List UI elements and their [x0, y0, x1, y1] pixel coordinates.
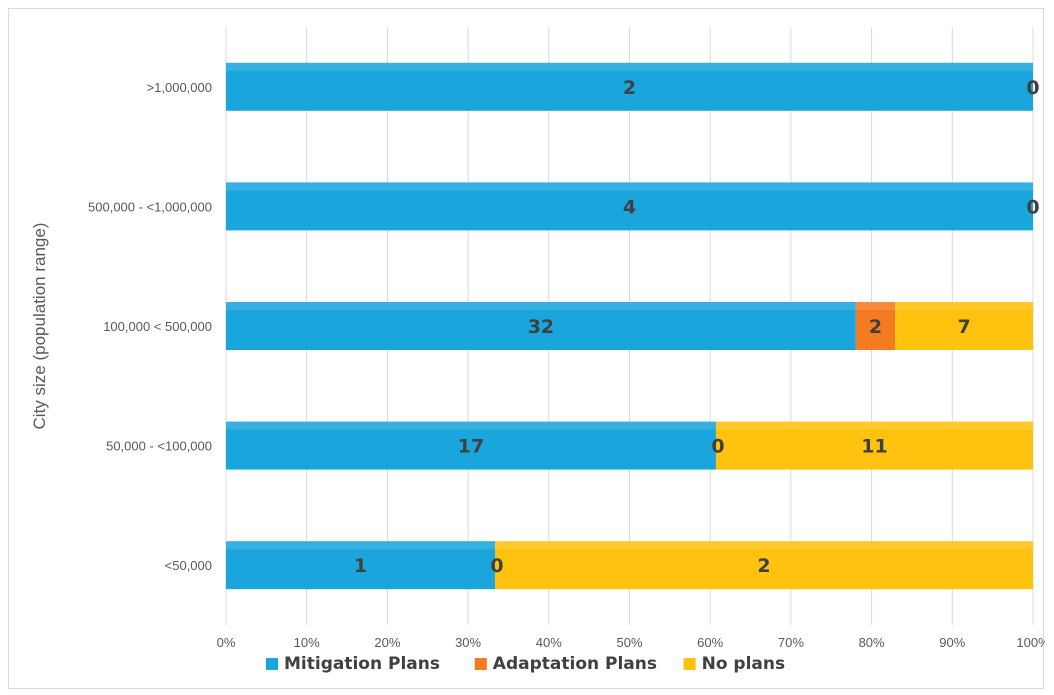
y-category-label: <50,000: [165, 558, 212, 573]
x-tick-label: 40%: [536, 635, 562, 650]
data-labels: 2 04 032 2 717 0 111 0 2: [354, 77, 1040, 577]
y-category-label: 500,000 - <1,000,000: [88, 199, 212, 214]
bar-highlight: [226, 62, 1033, 71]
bar-segment: [226, 302, 856, 350]
bar-segment: [855, 302, 896, 350]
data-label: 17: [458, 436, 484, 458]
data-label: 7: [957, 316, 970, 338]
bar-highlight: [895, 302, 1033, 310]
x-tick-label: 30%: [455, 635, 481, 650]
bar-segment: [895, 302, 1033, 350]
bar-highlight: [715, 421, 1033, 430]
bars: [226, 62, 1033, 590]
chart-frame: 2 0 4 0 32 2 7 17 0 11 1 0 2 0% 10% 20% 30% 40% 50% 60% 70%…: [8, 8, 1045, 689]
legend-label: Adaptation Plans: [493, 654, 657, 674]
bar-highlight: [855, 302, 896, 310]
data-label: 0: [490, 555, 503, 577]
x-tick-label: 50%: [616, 635, 642, 650]
data-label: 2: [757, 555, 770, 577]
x-tick-label: 70%: [778, 635, 804, 650]
legend-label: Mitigation Plans: [284, 654, 440, 674]
x-tick-label: 80%: [859, 635, 885, 650]
bar-highlight: [226, 541, 495, 550]
axes: 0% 10% 20% 30% 40% 50% 60% 70% 80% 90% 100% >1,000,…: [88, 80, 1045, 650]
bar-highlight: [495, 541, 1033, 550]
data-label: 32: [528, 316, 554, 338]
data-label: 0: [711, 436, 724, 458]
x-tick-label: 60%: [697, 635, 723, 650]
bar-segment: [226, 182, 1033, 231]
data-label: 4: [623, 196, 636, 218]
x-tick-label: 20%: [374, 635, 400, 650]
y-category-label: >1,000,000: [147, 80, 212, 95]
data-label: 11: [861, 436, 887, 458]
x-tick-label: 10%: [294, 635, 320, 650]
legend-swatch: [266, 658, 278, 670]
data-label-end: 0: [1026, 77, 1039, 99]
legend-swatch: [683, 658, 696, 670]
data-label: 1: [354, 555, 367, 577]
bar-highlight: [226, 302, 856, 310]
stacked-bar-chart: 2 04 032 2 717 0 111 0 2 0% 10% 20% 30% 40% 50% 60% 70%…: [30, 27, 1045, 674]
legend-label: No plans: [702, 654, 786, 674]
bar-segment: [226, 62, 1033, 111]
legend-swatch: [474, 658, 487, 670]
data-label-end: 0: [1026, 196, 1039, 218]
legend: Mitigation Plans Adaptation Plans No plans: [266, 654, 785, 674]
y-category-label: 100,000 < 500,000: [103, 319, 212, 334]
bar-segment: [226, 421, 716, 470]
y-category-label: 50,000 - <100,000: [106, 439, 212, 454]
bar-highlight: [226, 421, 716, 430]
y-axis-title: City size (population range): [30, 223, 49, 430]
bar-segment: [715, 421, 1033, 470]
x-tick-label: 90%: [939, 635, 965, 650]
data-label: 2: [869, 316, 882, 338]
x-tick-label: 0%: [217, 635, 236, 650]
bar-segment: [226, 541, 495, 590]
bar-segment: [495, 541, 1033, 590]
bar-highlight: [226, 182, 1033, 191]
data-label: 2: [623, 77, 636, 99]
x-tick-label: 100%: [1016, 635, 1045, 650]
